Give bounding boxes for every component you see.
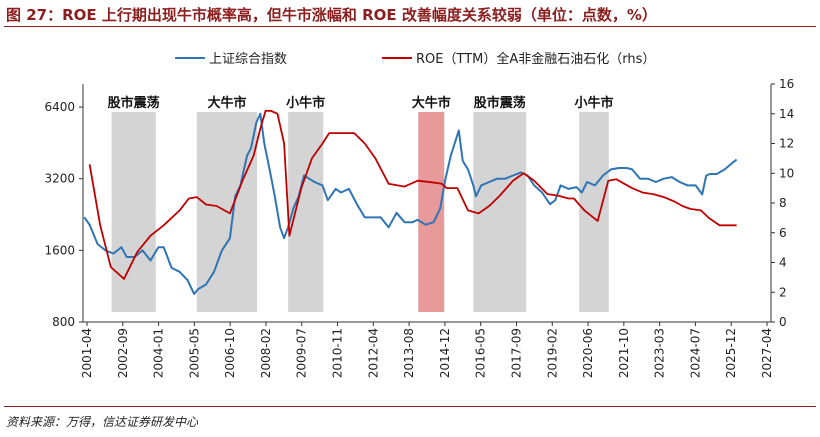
right-tick-label: 12 [779,137,794,151]
regime-label: 大牛市 [207,95,246,111]
right-tick-label: 10 [779,166,794,180]
legend-label: ROE（TTM）全A非金融石油石化（rhs） [416,51,655,67]
x-tick-label: 2016-05 [474,328,488,378]
right-tick-label: 6 [779,226,787,240]
x-tick-label: 2027-04 [760,328,774,378]
roe-series-line [88,109,737,280]
source-note: 资料来源：万得，信达证券研发中心 [6,415,199,429]
right-tick-label: 14 [779,107,794,121]
left-tick-label: 3200 [44,172,75,186]
regime-labels: 股市震荡 大牛市 小牛市 大牛市 股市震荡 小牛市 [108,95,614,111]
x-tick-label: 2005-05 [187,328,201,378]
right-tick-label: 8 [779,196,787,210]
index-series-line [83,112,738,295]
regime-label: 股市震荡 [474,95,526,111]
x-tick-label: 2017-09 [509,328,523,378]
x-tick-label: 2006-10 [223,328,237,378]
regime-shading [111,112,609,312]
regime-label: 小牛市 [286,95,325,111]
left-tick-label: 800 [52,315,75,329]
regime-label: 股市震荡 [108,95,160,111]
x-tick-label: 2023-03 [653,328,667,378]
x-tick-label: 2024-07 [688,328,702,378]
legend-label: 上证综合指数 [209,52,287,67]
source-divider [4,406,816,407]
x-tick-label: 2014-12 [438,328,452,378]
left-tick-label: 6400 [44,100,75,114]
x-tick-label: 2002-09 [116,328,130,378]
x-tick-label: 2020-06 [581,328,595,378]
regime-label: 大牛市 [412,95,451,111]
legend: 上证综合指数 ROE（TTM）全A非金融石油石化（rhs） [175,51,655,67]
x-tick-label: 2021-10 [617,328,631,378]
regime-band [418,112,445,312]
right-tick-label: 0 [779,315,787,329]
x-tick-label: 2001-04 [80,328,94,378]
regime-band [288,112,324,312]
x-tick-label: 2019-02 [545,328,559,378]
title-divider [4,26,816,27]
dual-axis-line-chart: 股市震荡 大牛市 小牛市 大牛市 股市震荡 小牛市 800 1600 3200 6400 0 2 4 6… [44,51,794,378]
x-tick-label: 2025-12 [724,328,738,378]
regime-label: 小牛市 [574,95,613,111]
x-tick-label: 2013-08 [402,328,416,378]
page-title: 图 27：ROE 上行期出现牛市概率高，但牛市涨幅和 ROE 改善幅度关系较弱（… [6,6,657,24]
x-tick-label: 2009-07 [295,328,309,378]
regime-band [111,112,156,312]
x-tick-label: 2008-02 [259,328,273,378]
x-tick-label: 2012-04 [366,328,380,378]
axes: 800 1600 3200 6400 0 2 4 6 8 10 12 14 16 2001-04 2002-… [44,77,794,378]
x-tick-label: 2010-11 [331,328,345,378]
right-tick-label: 16 [779,77,794,91]
regime-band [579,112,609,312]
series-lines [83,109,738,295]
left-tick-label: 1600 [44,243,75,257]
x-tick-label: 2004-01 [152,328,166,378]
right-tick-label: 2 [779,285,787,299]
right-tick-label: 4 [779,256,787,270]
